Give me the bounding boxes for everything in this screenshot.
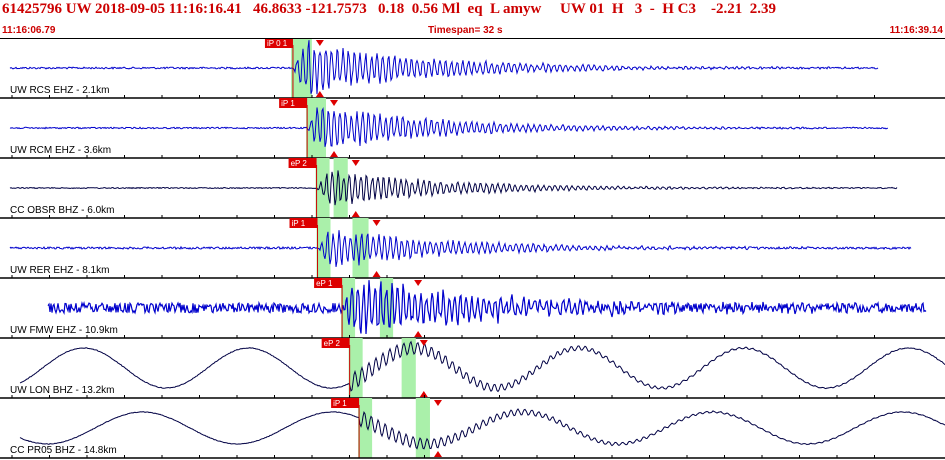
waveform-trace[interactable]: [9, 230, 912, 267]
waveform-trace[interactable]: [9, 107, 889, 147]
pick-marker[interactable]: [314, 278, 343, 288]
pick-label: iP 1: [292, 219, 306, 228]
s-arrival-marker: [351, 211, 360, 217]
waveform-trace[interactable]: [19, 340, 945, 393]
s-arrival-marker: [433, 400, 442, 406]
pick-marker[interactable]: [289, 218, 318, 228]
pick-marker[interactable]: [279, 98, 308, 108]
s-arrival-marker: [372, 220, 381, 226]
pick-marker[interactable]: [321, 338, 350, 348]
pick-label: eP 1: [316, 279, 333, 288]
pick-label: eP 2: [291, 159, 308, 168]
station-label: UW RCS EHZ - 2.1km: [10, 85, 109, 96]
waveform-trace[interactable]: [9, 170, 898, 206]
waveform-trace[interactable]: [19, 408, 945, 450]
waveform-trace[interactable]: [47, 280, 927, 335]
s-arrival-marker: [315, 40, 324, 46]
green-window: [401, 338, 416, 398]
s-arrival-marker: [330, 151, 339, 157]
pick-label: iP 1: [281, 99, 295, 108]
station-label: CC PR05 BHZ - 14.8km: [10, 445, 117, 456]
station-label: UW RER EHZ - 8.1km: [10, 265, 109, 276]
event-summary: 61425796 UW 2018-09-05 11:16:16.41 46.86…: [2, 1, 777, 17]
pick-label: iP 1: [333, 399, 347, 408]
station-label: UW FMW EHZ - 10.9km: [10, 325, 118, 336]
s-arrival-marker: [414, 331, 423, 337]
timespan-label: Timespan= 32 s: [428, 25, 503, 36]
s-arrival-marker: [315, 91, 324, 97]
s-arrival-marker: [419, 391, 428, 397]
s-arrival-marker: [433, 451, 442, 457]
green-window-pre: [358, 398, 373, 458]
pick-label: iP 0 1: [267, 39, 288, 48]
s-arrival-marker: [330, 100, 339, 106]
end-time: 11:16:39.14: [889, 25, 943, 36]
start-time: 11:16:06.79: [2, 25, 56, 36]
s-arrival-marker: [414, 280, 423, 286]
s-arrival-marker: [351, 160, 360, 166]
station-label: UW LON BHZ - 13.2km: [10, 385, 114, 396]
s-arrival-marker: [372, 271, 381, 277]
pick-marker[interactable]: [264, 38, 293, 48]
pick-marker[interactable]: [288, 158, 317, 168]
waveform-trace[interactable]: [9, 40, 879, 95]
station-label: UW RCM EHZ - 3.6km: [10, 145, 111, 156]
pick-marker[interactable]: [331, 398, 360, 408]
station-label: CC OBSR BHZ - 6.0km: [10, 205, 114, 216]
pick-label: eP 2: [324, 339, 341, 348]
event-header: 61425796 UW 2018-09-05 11:16:16.41 46.86…: [0, 0, 945, 36]
s-arrival-marker: [419, 340, 428, 346]
green-window: [415, 398, 430, 458]
seismogram-panel[interactable]: iP 0 1 UW RCS EHZ - 2.1km iP 1 UW RCM EHZ -…: [0, 38, 945, 460]
green-window: [333, 158, 348, 218]
